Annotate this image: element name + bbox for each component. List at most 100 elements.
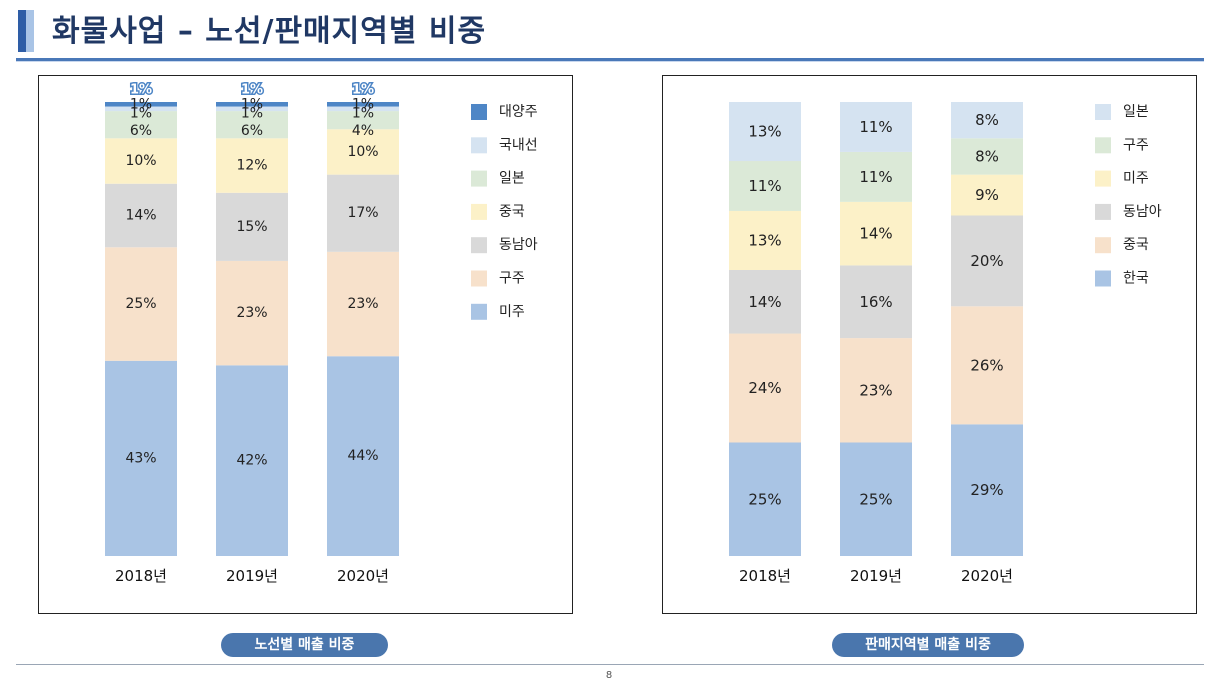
route-data-label-0-0: 43% bbox=[125, 450, 156, 466]
sales-region-bar-2-3 bbox=[951, 174, 1023, 216]
sales-region-data-label-1-4: 11% bbox=[859, 168, 892, 186]
sales-region-bar-2-4 bbox=[951, 138, 1023, 175]
route-bar-0-2 bbox=[105, 183, 177, 248]
sales-region-legend-label-0: 일본 bbox=[1123, 104, 1149, 120]
route-data-label-1-6: 1% bbox=[241, 96, 263, 112]
title-accent-bar bbox=[18, 10, 34, 52]
route-bar-0-4 bbox=[105, 111, 177, 139]
sales-region-legend-swatch-3 bbox=[1095, 203, 1111, 220]
sales-region-bar-0-0 bbox=[729, 442, 801, 556]
route-bar-2-5 bbox=[327, 106, 399, 112]
route-top-label-2: 1% bbox=[352, 83, 374, 98]
route-bar-0-1 bbox=[105, 247, 177, 361]
route-bar-2-6 bbox=[327, 102, 399, 107]
route-legend-label-2: 일본 bbox=[499, 171, 525, 187]
sales-region-data-label-2-3: 9% bbox=[975, 186, 999, 204]
route-data-label-0-6: 1% bbox=[130, 96, 152, 112]
route-chart-panel: 43% 25% 14% 10% 6% 1% 1% 1% 2018년 42% 23% 15% 12% 6% 1… bbox=[38, 75, 573, 614]
sales-region-bar-2-1 bbox=[951, 306, 1023, 425]
title-divider bbox=[16, 58, 1204, 61]
route-category-label-1: 2019년 bbox=[226, 567, 278, 585]
sales-region-data-label-0-4: 11% bbox=[748, 177, 781, 195]
sales-region-bar-2-0 bbox=[951, 424, 1023, 556]
region-chart-panel: 25% 24% 14% 13% 11% 13% 2018년 25% 23% 16% 14% 11% 11… bbox=[662, 75, 1197, 614]
sales-region-bar-0-1 bbox=[729, 333, 801, 443]
sales-region-data-label-1-5: 11% bbox=[859, 118, 892, 136]
route-legend-label-5: 구주 bbox=[499, 271, 525, 287]
route-bar-2-1 bbox=[327, 251, 399, 357]
route-bar-0-3 bbox=[105, 138, 177, 184]
sales-region-legend-label-4: 중국 bbox=[1123, 237, 1149, 253]
sales-region-category-label-2: 2020년 bbox=[961, 567, 1013, 585]
sales-region-data-label-2-1: 26% bbox=[970, 356, 1003, 374]
page-title: 화물사업 – 노선/판매지역별 비중 bbox=[52, 14, 487, 49]
sales-region-data-label-2-0: 29% bbox=[970, 481, 1003, 499]
sales-region-data-label-1-0: 25% bbox=[859, 490, 892, 508]
sales-region-bar-1-4 bbox=[840, 151, 912, 202]
sales-region-data-label-2-2: 20% bbox=[970, 252, 1003, 270]
sales-region-bar-0-4 bbox=[729, 161, 801, 211]
route-top-label-1: 1% bbox=[241, 83, 263, 98]
route-bar-0-5 bbox=[105, 106, 177, 112]
route-top-label-0: 1% bbox=[130, 83, 152, 98]
route-data-label-2-6: 1% bbox=[352, 96, 374, 112]
route-data-label-2-1: 23% bbox=[347, 296, 378, 312]
route-bar-1-6 bbox=[216, 102, 288, 107]
route-legend-swatch-3 bbox=[471, 203, 487, 220]
sales-region-data-label-1-3: 14% bbox=[859, 225, 892, 243]
route-data-label-2-2: 17% bbox=[347, 205, 378, 221]
route-chart-caption: 노선별 매출 비중 bbox=[221, 633, 388, 657]
route-bar-1-2 bbox=[216, 192, 288, 261]
route-bar-1-0 bbox=[216, 365, 288, 556]
route-data-label-2-0: 44% bbox=[347, 448, 378, 464]
route-bar-1-3 bbox=[216, 138, 288, 193]
sales-region-data-label-0-2: 14% bbox=[748, 293, 781, 311]
sales-region-data-label-1-1: 23% bbox=[859, 381, 892, 399]
route-legend-label-1: 국내선 bbox=[499, 137, 538, 153]
route-bar-2-4 bbox=[327, 111, 399, 130]
route-data-label-2-4: 4% bbox=[352, 123, 374, 139]
route-data-label-1-1: 23% bbox=[236, 305, 267, 321]
sales-region-bar-1-2 bbox=[840, 265, 912, 339]
sales-region-bar-2-2 bbox=[951, 215, 1023, 307]
route-bar-0-6 bbox=[105, 102, 177, 107]
sales-region-data-label-0-0: 25% bbox=[748, 490, 781, 508]
page-number: 8 bbox=[605, 670, 613, 681]
sales-region-data-label-0-5: 13% bbox=[748, 123, 781, 141]
sales-region-bar-1-3 bbox=[840, 201, 912, 266]
sales-region-bar-2-5 bbox=[951, 102, 1023, 139]
route-data-label-2-5: 1% bbox=[352, 106, 374, 122]
route-data-label-1-4: 6% bbox=[241, 123, 263, 139]
route-data-label-0-4: 6% bbox=[130, 123, 152, 139]
sales-region-bar-0-3 bbox=[729, 210, 801, 270]
route-legend-swatch-4 bbox=[471, 237, 487, 254]
route-legend-label-4: 동남아 bbox=[499, 237, 538, 253]
sales-region-legend-label-5: 한국 bbox=[1123, 271, 1149, 287]
route-data-label-2-3: 10% bbox=[347, 144, 378, 160]
route-bar-2-3 bbox=[327, 129, 399, 175]
sales-region-bar-1-5 bbox=[840, 102, 912, 152]
route-data-label-1-5: 1% bbox=[241, 106, 263, 122]
route-bar-1-4 bbox=[216, 111, 288, 139]
sales-region-bar-1-1 bbox=[840, 338, 912, 443]
sales-region-legend-swatch-0 bbox=[1095, 104, 1111, 120]
route-legend-swatch-1 bbox=[471, 137, 487, 154]
sales-region-legend-swatch-1 bbox=[1095, 137, 1111, 154]
route-bar-2-0 bbox=[327, 356, 399, 556]
title-divider-shadow bbox=[16, 61, 1204, 62]
route-data-label-1-3: 12% bbox=[236, 158, 267, 174]
sales-region-bar-0-5 bbox=[729, 102, 801, 162]
route-bar-0-0 bbox=[105, 360, 177, 556]
route-legend-swatch-2 bbox=[471, 170, 487, 187]
region-stacked-bar-chart: 25% 24% 14% 13% 11% 13% 2018년 25% 23% 16% 14% 11% 11… bbox=[729, 102, 1162, 585]
sales-region-data-label-2-5: 8% bbox=[975, 111, 999, 129]
route-data-label-0-1: 25% bbox=[125, 296, 156, 312]
sales-region-legend-label-3: 동남아 bbox=[1123, 204, 1162, 220]
sales-region-legend-label-1: 구주 bbox=[1123, 137, 1149, 153]
route-data-label-1-0: 42% bbox=[236, 453, 267, 469]
route-legend-swatch-5 bbox=[471, 270, 487, 287]
route-bar-2-2 bbox=[327, 174, 399, 252]
route-data-label-0-5: 1% bbox=[130, 106, 152, 122]
sales-region-legend-swatch-2 bbox=[1095, 170, 1111, 187]
sales-region-category-label-0: 2018년 bbox=[739, 567, 791, 585]
